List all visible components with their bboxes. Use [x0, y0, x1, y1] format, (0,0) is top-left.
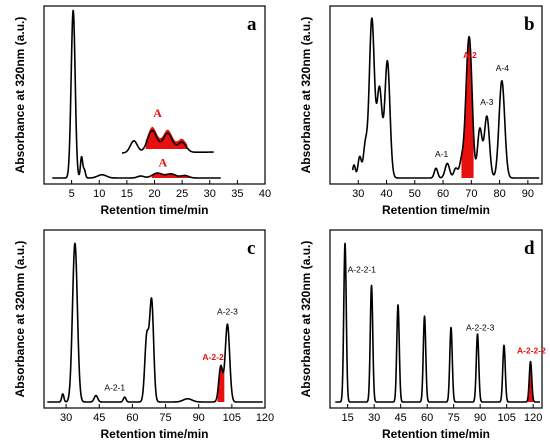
x-tick-label: 15	[342, 412, 354, 424]
panel-letter: a	[247, 14, 257, 35]
x-tick-label: 40	[259, 188, 271, 200]
x-tick-label: 5	[69, 188, 75, 200]
x-tick-label: 60	[421, 412, 433, 424]
y-axis-label: Absorbance at 320nm (a.u.)	[299, 241, 313, 398]
x-tick-label: 90	[522, 188, 534, 200]
peak-label: A-2-2-2	[517, 345, 546, 355]
x-tick-label: 45	[395, 412, 407, 424]
chromatogram-trace	[51, 9, 222, 179]
x-axis-label: Retention time/min	[100, 427, 208, 441]
x-tick-label: 45	[93, 412, 105, 424]
panel-letter: d	[524, 238, 535, 259]
highlighted-fraction	[461, 36, 474, 179]
panel-b: 30 40 50 60 70 80 90 Retention time/min Absorban…	[299, 5, 543, 217]
x-axis-label: Retention time/min	[100, 203, 208, 217]
x-tick-label: 75	[448, 412, 460, 424]
x-tick-label: 50	[409, 188, 421, 200]
x-tick-label: 120	[256, 412, 274, 424]
x-tick-label: 10	[93, 188, 105, 200]
peak-label: A-3	[480, 97, 494, 107]
x-tick-label: 30	[352, 188, 364, 200]
x-tick-label: 35	[231, 188, 243, 200]
chromatogram-trace	[334, 242, 541, 403]
peak-label: A-2-1	[104, 383, 125, 393]
x-tick-label: 15	[121, 188, 133, 200]
chromatogram-trace	[351, 17, 540, 179]
panel-a: 5 10 15 20 25 30 35 40 Retention time/min Absorba…	[13, 5, 271, 217]
peak-label: A-4	[496, 63, 510, 73]
x-tick-label: 25	[176, 188, 188, 200]
panel-c: 30 45 60 75 90 105 120 Retention time/min Absorb…	[13, 229, 274, 441]
plot-frame	[329, 229, 543, 409]
x-tick-label: 70	[465, 188, 477, 200]
x-tick-label: 90	[474, 412, 486, 424]
highlighted-fraction	[217, 365, 225, 402]
inset-zoom: A	[121, 106, 215, 154]
x-axis-label: Retention time/min	[382, 427, 490, 441]
x-tick-label: 30	[368, 412, 380, 424]
chromatogram-trace	[46, 242, 264, 403]
inset-trace	[121, 129, 215, 154]
x-tick-label: 80	[493, 188, 505, 200]
panel-letter: c	[247, 238, 255, 259]
x-tick-label: 60	[437, 188, 449, 200]
x-tick-label: 90	[193, 412, 205, 424]
x-tick-label: 20	[148, 188, 160, 200]
peak-label: A-2-3	[217, 307, 238, 317]
x-tick-label: 60	[126, 412, 138, 424]
x-axis-label: Retention time/min	[382, 203, 490, 217]
x-tick-label: 75	[159, 412, 171, 424]
peak-label: A-2	[463, 50, 477, 60]
panel-d: 15 30 45 60 75 90 105 120 Retention time/min Abso…	[299, 229, 546, 441]
plot-frame	[43, 229, 266, 409]
x-tick-label: 30	[60, 412, 72, 424]
inset-highlighted-fraction	[145, 126, 188, 149]
inset-label: A	[153, 106, 162, 120]
x-tick-label: 120	[524, 412, 542, 424]
peak-label: A-2-2	[202, 352, 224, 362]
x-tick-label: 40	[380, 188, 392, 200]
x-tick-label: 105	[223, 412, 241, 424]
peak-label: A-2-2-1	[348, 264, 377, 274]
x-tick-label: 30	[204, 188, 216, 200]
x-tick-label: 105	[497, 412, 515, 424]
peak-label: A-2-2-3	[466, 323, 495, 333]
y-axis-label: Absorbance at 320nm (a.u.)	[13, 241, 27, 398]
y-axis-label: Absorbance at 320nm (a.u.)	[13, 17, 27, 174]
panel-letter: b	[524, 14, 535, 35]
peak-label: A	[158, 156, 167, 170]
plot-frame	[329, 5, 543, 185]
y-axis-label: Absorbance at 320nm (a.u.)	[299, 17, 313, 174]
peak-label: A-1	[435, 149, 449, 159]
